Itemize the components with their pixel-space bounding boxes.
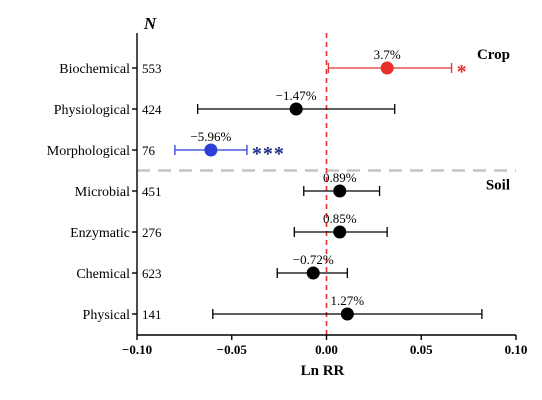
category-label-enzymatic: Enzymatic bbox=[70, 226, 130, 241]
x-tick-label: −0.05 bbox=[217, 342, 248, 357]
percent-label-microbial: 0.89% bbox=[323, 170, 357, 185]
point-estimate-enzymatic bbox=[333, 225, 347, 239]
x-tick-label: 0.00 bbox=[315, 342, 338, 357]
x-tick-label: −0.10 bbox=[122, 342, 152, 357]
point-estimate-physiological bbox=[289, 102, 303, 116]
n-value-morphological: 76 bbox=[142, 143, 156, 158]
significance-stars-morphological: *** bbox=[252, 143, 285, 165]
n-value-physical: 141 bbox=[142, 307, 162, 322]
n-value-enzymatic: 276 bbox=[142, 225, 162, 240]
point-estimate-physical bbox=[340, 307, 354, 321]
category-label-physical: Physical bbox=[83, 308, 131, 323]
percent-label-biochemical: 3.7% bbox=[374, 47, 401, 62]
point-estimate-chemical bbox=[306, 266, 320, 280]
category-label-physiological: Physiological bbox=[54, 103, 130, 118]
percent-label-morphological: −5.96% bbox=[190, 129, 231, 144]
percent-label-physical: 1.27% bbox=[331, 293, 365, 308]
x-axis-title: Ln RR bbox=[301, 363, 345, 379]
n-value-physiological: 424 bbox=[142, 102, 162, 117]
group-label-crop: Crop bbox=[477, 47, 510, 63]
category-label-biochemical: Biochemical bbox=[59, 62, 130, 77]
n-value-chemical: 623 bbox=[142, 266, 162, 281]
percent-label-chemical: −0.72% bbox=[293, 252, 334, 267]
point-estimate-microbial bbox=[333, 184, 347, 198]
percent-label-physiological: −1.47% bbox=[276, 88, 317, 103]
n-column-header: N bbox=[143, 14, 157, 33]
category-label-chemical: Chemical bbox=[76, 267, 130, 282]
x-tick-label: 0.10 bbox=[505, 342, 528, 357]
significance-stars-biochemical: * bbox=[457, 61, 468, 83]
group-label-soil: Soil bbox=[486, 178, 510, 194]
x-tick-label: 0.05 bbox=[410, 342, 433, 357]
category-label-morphological: Morphological bbox=[47, 144, 130, 159]
n-value-biochemical: 553 bbox=[142, 61, 162, 76]
percent-label-enzymatic: 0.85% bbox=[323, 211, 357, 226]
point-estimate-morphological bbox=[204, 143, 218, 157]
category-label-microbial: Microbial bbox=[75, 185, 130, 200]
n-value-microbial: 451 bbox=[142, 184, 162, 199]
point-estimate-biochemical bbox=[380, 61, 394, 75]
